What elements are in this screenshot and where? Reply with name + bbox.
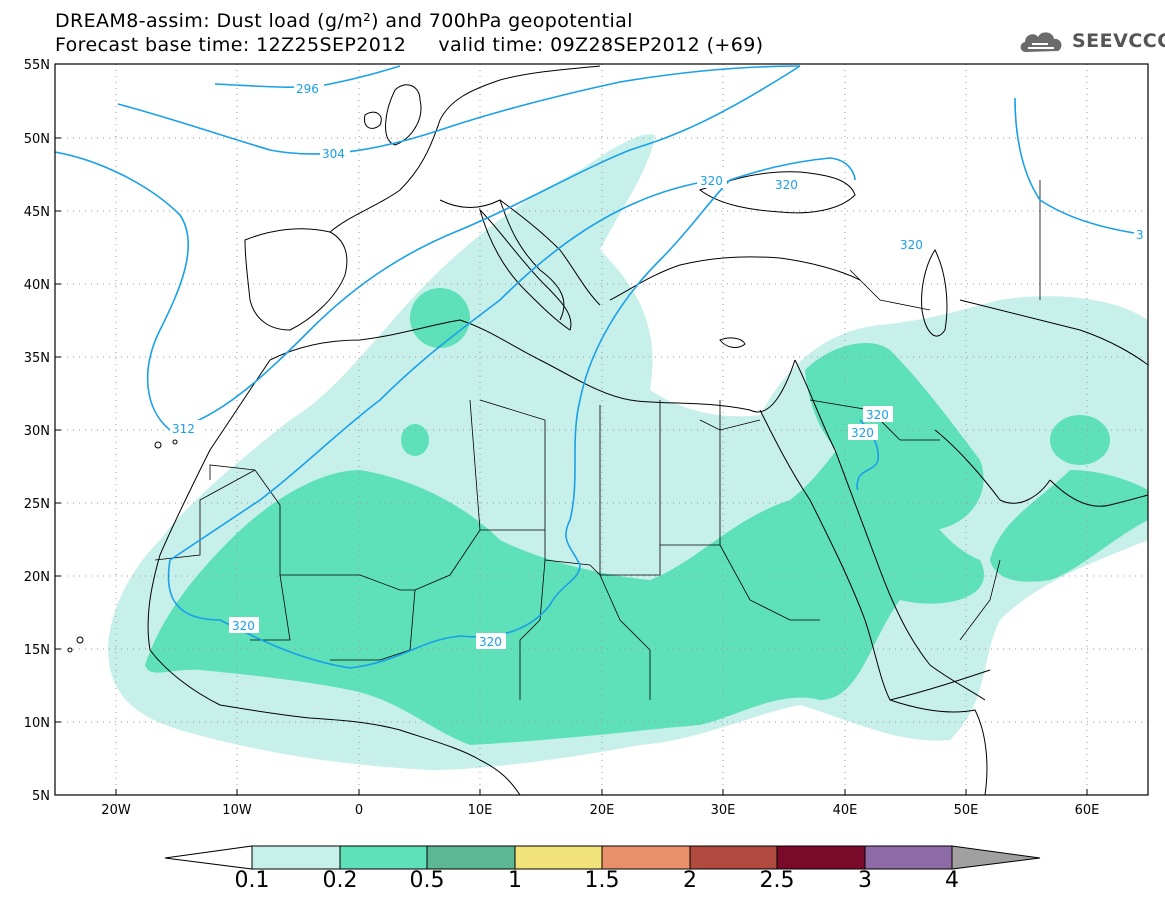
dust-region-mid-east — [990, 470, 1148, 582]
longitude-labels: 20W 10W 0 10E 20E 30E 40E 50E 60E — [101, 803, 1099, 818]
lon-label: 10E — [468, 803, 493, 818]
colorbar-end-low — [164, 845, 253, 870]
colorbar — [164, 845, 1041, 870]
colorbar-segment — [776, 845, 866, 870]
contour-label: 320 — [900, 238, 923, 252]
contour-label: 320 — [851, 426, 874, 440]
cloud-logo-icon — [1020, 32, 1062, 52]
latitude-labels: 55N 50N 45N 40N 35N 30N 25N 20N 15N 10N … — [24, 58, 50, 804]
colorbar-segment — [251, 845, 341, 870]
colorbar-level-label: 0.5 — [409, 868, 445, 893]
colorbar-level-label: 4 — [945, 868, 959, 893]
contour-320-main — [167, 157, 856, 669]
colorbar-level-label: 0.2 — [322, 868, 358, 893]
contour-320-west — [169, 179, 716, 561]
lon-label: 20E — [590, 803, 615, 818]
contour-label: 320 — [232, 619, 255, 633]
lat-label: 55N — [24, 58, 50, 73]
map-title: DREAM8-assim: Dust load (g/m²) and 700hP… — [55, 10, 633, 32]
colorbar-level-label: 1 — [508, 868, 522, 893]
map-subtitle: Forecast base time: 12Z25SEP2012 valid t… — [55, 34, 764, 56]
lat-label: 45N — [24, 205, 50, 220]
lat-label: 35N — [24, 351, 50, 366]
colorbar-end-high — [951, 845, 1041, 870]
contour-label: 320 — [866, 408, 889, 422]
lon-label: 30E — [711, 803, 736, 818]
lon-label: 50E — [954, 803, 979, 818]
lat-label: 50N — [24, 132, 50, 147]
colorbar-level-label: 3 — [858, 868, 872, 893]
brand-logo: SEEVCCC — [1018, 27, 1165, 55]
contour-label-group: 296 304 320 320 320 320 312 320 320 320 … — [170, 80, 1148, 649]
lon-label: 60E — [1075, 803, 1100, 818]
dust-patch-iran — [1050, 415, 1110, 465]
contour-label: 320 — [479, 635, 502, 649]
contour-label: 3 — [1136, 228, 1144, 242]
contour-label: 304 — [322, 147, 345, 161]
lon-label: 0 — [355, 803, 363, 818]
lon-label: 20W — [101, 803, 131, 818]
contour-label: 320 — [700, 174, 723, 188]
colorbar-segment — [514, 845, 603, 870]
lon-label: 10W — [222, 803, 252, 818]
lat-label: 30N — [24, 424, 50, 439]
lon-label: 40E — [833, 803, 858, 818]
colorbar-segment — [864, 845, 953, 870]
contour-label: 320 — [775, 178, 798, 192]
contour-296 — [214, 65, 401, 88]
dust-patch-sardinia — [410, 288, 470, 348]
brand-name: SEEVCCC — [1072, 30, 1165, 52]
contour-304 — [117, 65, 801, 155]
lat-label: 10N — [24, 716, 50, 731]
colorbar-segment — [339, 845, 428, 870]
axis-ticks — [55, 63, 1088, 795]
contour-320-east — [1014, 97, 1148, 236]
contour-label: 296 — [296, 82, 319, 96]
graticule — [55, 64, 1148, 795]
geopotential-contours — [55, 65, 1148, 669]
colorbar-segment — [426, 845, 516, 870]
lat-label: 40N — [24, 278, 50, 293]
lat-label: 5N — [32, 789, 50, 804]
contour-312 — [55, 65, 801, 431]
national-borders — [154, 180, 1041, 700]
colorbar-level-label: 0.1 — [234, 868, 270, 893]
colorbar-segment — [689, 845, 778, 870]
lat-label: 25N — [24, 497, 50, 512]
dust-patch-algeria — [401, 424, 429, 456]
colorbar-level-label: 2.5 — [759, 868, 795, 893]
contour-label: 312 — [172, 422, 195, 436]
coastlines — [67, 65, 1148, 795]
colorbar-level-label: 1.5 — [584, 868, 620, 893]
colorbar-segment — [601, 845, 691, 870]
colorbar-level-label: 2 — [683, 868, 697, 893]
dust-region-mid-west — [145, 410, 984, 745]
lat-label: 20N — [24, 570, 50, 585]
dust-region-mid-arabia — [805, 342, 984, 530]
lat-label: 15N — [24, 643, 50, 658]
